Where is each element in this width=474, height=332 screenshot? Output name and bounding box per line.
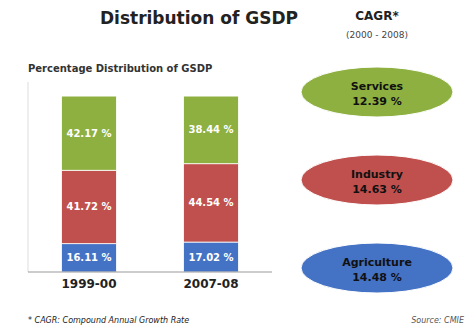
- chart: Distribution of GSDP Percentage Distribut…: [0, 0, 474, 332]
- cagr-label: Services: [351, 80, 404, 93]
- cagr-label: Agriculture: [342, 256, 412, 269]
- bar-segment: [184, 96, 239, 164]
- bar-segment: [62, 170, 117, 243]
- data-label: 44.54 %: [188, 197, 233, 208]
- bars: [62, 96, 239, 272]
- cagr-ellipse: [301, 155, 453, 205]
- x-tick-label: 1999-00: [61, 277, 116, 291]
- cagr-value: 14.63 %: [352, 183, 402, 196]
- x-tick-label: 2007-08: [183, 277, 238, 291]
- data-label: 41.72 %: [66, 201, 111, 212]
- cagr-value: 12.39 %: [352, 95, 402, 108]
- panel-subtitle: (2000 - 2008): [346, 30, 408, 40]
- x-axis-line: [28, 272, 272, 273]
- panel-title: CAGR*: [355, 9, 399, 23]
- cagr-ellipse: [301, 243, 453, 293]
- data-label: 38.44 %: [188, 124, 233, 135]
- y-axis-line: [28, 82, 29, 272]
- bar-segment: [62, 96, 117, 170]
- data-label: 17.02 %: [188, 252, 233, 263]
- bar-segment: [184, 164, 239, 242]
- data-labels: 16.11 % 17.02 % 41.72 % 44.54 % 42.17 % 38.44…: [66, 124, 233, 263]
- bar-segment: [62, 244, 117, 272]
- bar-segment: [184, 242, 239, 272]
- source: Source: CMIE: [411, 316, 465, 325]
- title: Distribution of GSDP: [100, 8, 298, 28]
- subtitle: Percentage Distribution of GSDP: [28, 63, 212, 74]
- cagr-ellipse: [301, 67, 453, 117]
- cagr-label: Industry: [351, 168, 403, 181]
- cagr-value: 14.48 %: [352, 271, 402, 284]
- data-label: 16.11 %: [66, 252, 111, 263]
- data-label: 42.17 %: [66, 128, 111, 139]
- footnote: * CAGR: Compound Annual Growth Rate: [28, 316, 189, 325]
